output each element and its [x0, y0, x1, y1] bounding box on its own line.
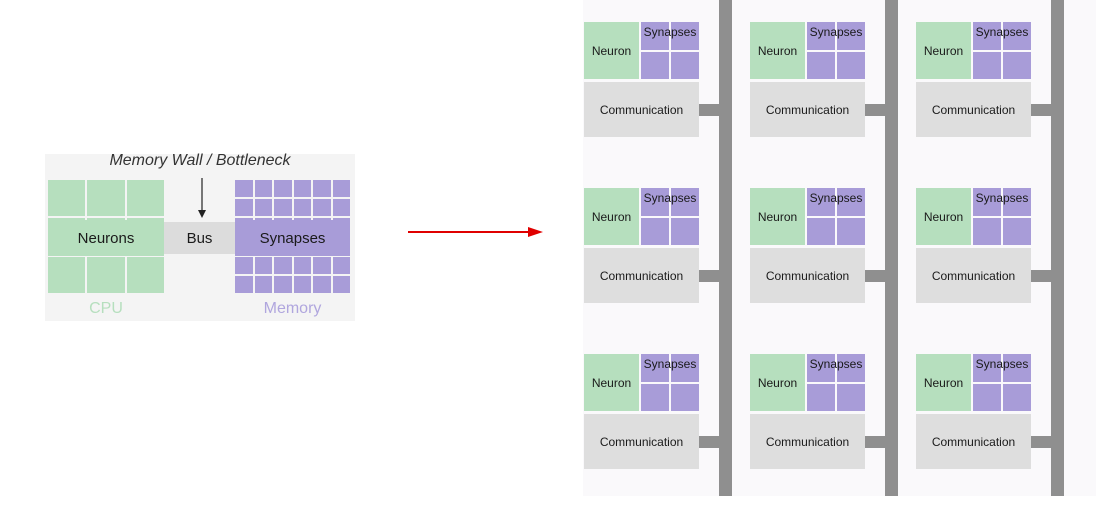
synapse-grid: [973, 22, 1031, 79]
synapses-label: Synapses: [975, 25, 1029, 39]
synapse-grid: [807, 188, 865, 245]
communication-block: Communication: [584, 82, 699, 137]
synapses-label: Synapses: [809, 357, 863, 371]
synapses-label: Synapses: [809, 191, 863, 205]
communication-block: Communication: [750, 414, 865, 469]
synapse-grid: [641, 22, 699, 79]
neuro-core: Neuron Synapses Communication: [916, 22, 1031, 139]
neuron-block: Neuron: [584, 188, 639, 245]
neuro-core: Neuron Synapses Communication: [584, 188, 699, 305]
horizontal-bus: [1031, 104, 1063, 116]
horizontal-bus: [699, 436, 731, 448]
horizontal-bus: [865, 270, 897, 282]
synapses-label: Synapses: [643, 357, 697, 371]
neuro-core: Neuron Synapses Communication: [750, 188, 865, 305]
synapse-grid: [807, 22, 865, 79]
neuro-core: Neuron Synapses Communication: [750, 354, 865, 471]
vertical-bus-3: [1051, 0, 1064, 496]
memory-wall-title: Memory Wall / Bottleneck: [109, 152, 291, 169]
neuron-block: Neuron: [750, 22, 805, 79]
horizontal-bus: [699, 270, 731, 282]
synapses-label: Synapses: [975, 191, 1029, 205]
horizontal-bus: [1031, 270, 1063, 282]
communication-block: Communication: [584, 248, 699, 303]
neuro-core: Neuron Synapses Communication: [584, 354, 699, 471]
vertical-bus-2: [885, 0, 898, 496]
synapse-grid: [973, 354, 1031, 411]
synapses-label: Synapses: [643, 191, 697, 205]
synapse-grid: [641, 354, 699, 411]
neuron-block: Neuron: [916, 354, 971, 411]
synapses-label: Synapses: [643, 25, 697, 39]
communication-block: Communication: [916, 248, 1031, 303]
bottleneck-arrow-icon: [198, 178, 206, 218]
neuro-core: Neuron Synapses Communication: [916, 188, 1031, 305]
transform-arrow-icon: [408, 227, 543, 237]
horizontal-bus: [1031, 436, 1063, 448]
neuron-block: Neuron: [750, 188, 805, 245]
synapses-label: Synapses: [975, 357, 1029, 371]
neurons-label: Neurons: [48, 220, 164, 256]
cpu-caption: CPU: [89, 300, 123, 317]
communication-block: Communication: [750, 248, 865, 303]
horizontal-bus: [699, 104, 731, 116]
synapse-grid: [807, 354, 865, 411]
communication-block: Communication: [750, 82, 865, 137]
neuron-block: Neuron: [750, 354, 805, 411]
neuro-core: Neuron Synapses Communication: [750, 22, 865, 139]
neuron-block: Neuron: [916, 188, 971, 245]
bus-block: Bus: [164, 222, 235, 254]
neuron-block: Neuron: [584, 22, 639, 79]
neuro-core: Neuron Synapses Communication: [916, 354, 1031, 471]
synapses-label: Synapses: [809, 25, 863, 39]
communication-block: Communication: [584, 414, 699, 469]
neuron-block: Neuron: [584, 354, 639, 411]
communication-block: Communication: [916, 82, 1031, 137]
horizontal-bus: [865, 104, 897, 116]
synapse-grid: [641, 188, 699, 245]
neuro-core: Neuron Synapses Communication: [584, 22, 699, 139]
neuron-block: Neuron: [916, 22, 971, 79]
synapses-label: Synapses: [235, 220, 350, 256]
horizontal-bus: [865, 436, 897, 448]
synapse-grid: [973, 188, 1031, 245]
von-neumann-diagram: Memory Wall / Bottleneck Neurons Bus Syn…: [45, 148, 355, 323]
communication-block: Communication: [916, 414, 1031, 469]
vertical-bus-1: [719, 0, 732, 496]
neuromorphic-mesh: Neuron Synapses Communication Neuron Synapse…: [578, 0, 1096, 505]
memory-caption: Memory: [263, 300, 322, 317]
